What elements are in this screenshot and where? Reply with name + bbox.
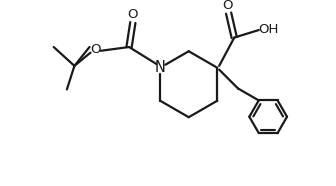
Text: OH: OH	[258, 23, 278, 36]
Text: O: O	[90, 43, 100, 56]
Text: O: O	[222, 0, 233, 12]
Text: N: N	[155, 60, 166, 75]
Text: O: O	[128, 9, 138, 21]
